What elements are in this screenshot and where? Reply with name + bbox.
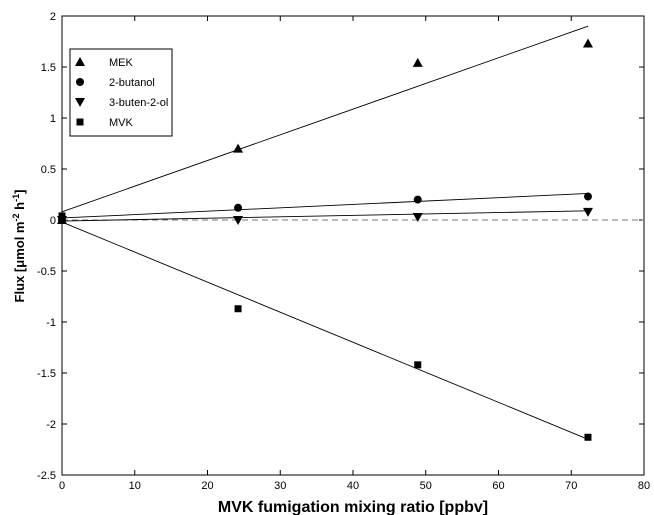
point-3-buten-2-ol xyxy=(582,207,593,217)
y-label-pre: Flux [ xyxy=(12,267,27,302)
x-tick-label: 80 xyxy=(638,480,650,492)
x-tick-label: 70 xyxy=(565,480,577,492)
y-tick-label: 0.5 xyxy=(41,164,56,176)
y-tick-label: 1 xyxy=(50,113,56,125)
y-label-post: ] xyxy=(12,190,27,194)
data-points xyxy=(57,38,593,441)
point-2-butanol xyxy=(234,203,243,212)
y-tick-label: -0.5 xyxy=(37,266,56,278)
x-tick-label: 60 xyxy=(492,480,504,492)
legend-box xyxy=(69,48,173,137)
fit-line-mvk xyxy=(61,221,589,440)
legend-label-2-butanol: 2-butanol xyxy=(109,77,155,89)
point-mek xyxy=(412,57,423,67)
y-axis-title: Flux [μmol m-2 h-1] xyxy=(11,190,27,303)
point-mvk xyxy=(234,305,242,313)
legend: MEK 2-butanol 3-buten-2-ol MVK xyxy=(69,48,173,137)
fit-line-3-buten-2-ol xyxy=(61,210,588,222)
x-tick-label: 10 xyxy=(129,480,141,492)
y-tick-label: -2.5 xyxy=(37,470,56,482)
point-3-buten-2-ol xyxy=(233,216,244,225)
x-tick-label: 40 xyxy=(347,480,359,492)
y-tick-label: -1.5 xyxy=(37,368,56,380)
legend-items: MEK 2-butanol 3-buten-2-ol MVK xyxy=(75,57,168,129)
point-mvk xyxy=(58,212,66,220)
point-3-buten-2-ol xyxy=(412,212,423,222)
y-label-sup2: -1 xyxy=(11,194,21,202)
legend-label-mek: MEK xyxy=(109,57,134,69)
fit-lines xyxy=(61,25,589,440)
y-tick-label: -2 xyxy=(46,419,56,431)
y-tick-label: -1 xyxy=(46,317,56,329)
legend-marker-mek xyxy=(75,57,85,66)
x-tick-label: 0 xyxy=(59,480,65,492)
axis-ticks: 0 10 20 30 40 50 60 70 80 -2.5 -2 -1.5 -1 -0.5 0 0.5 1 1.… xyxy=(37,11,650,492)
y-tick-label: 1.5 xyxy=(41,62,56,74)
x-axis-title: MVK fumigation mixing ratio [ppbv] xyxy=(218,499,488,515)
y-tick-label: 0 xyxy=(50,215,56,227)
legend-label-3-buten-2-ol: 3-buten-2-ol xyxy=(109,97,168,109)
y-label-mu: μ xyxy=(12,260,27,268)
legend-marker-2-butanol xyxy=(76,78,84,86)
y-label-mid: mol m xyxy=(12,222,27,260)
fit-line-mek xyxy=(61,25,589,213)
y-label-sup1: -2 xyxy=(11,213,21,221)
legend-marker-mvk xyxy=(76,118,84,126)
point-2-butanol xyxy=(413,195,422,204)
y-label-mid2: h xyxy=(12,202,27,214)
point-mvk xyxy=(414,361,422,369)
point-mek xyxy=(233,143,244,153)
legend-label-mvk: MVK xyxy=(109,117,134,129)
x-tick-label: 50 xyxy=(420,480,432,492)
point-2-butanol xyxy=(583,192,592,201)
point-mek xyxy=(582,38,593,48)
fit-line-2-butanol xyxy=(61,193,589,219)
x-tick-label: 30 xyxy=(274,480,286,492)
y-tick-label: 2 xyxy=(50,11,56,23)
point-mvk xyxy=(584,433,592,441)
x-tick-label: 20 xyxy=(201,480,213,492)
legend-marker-3-buten-2-ol xyxy=(75,98,85,107)
